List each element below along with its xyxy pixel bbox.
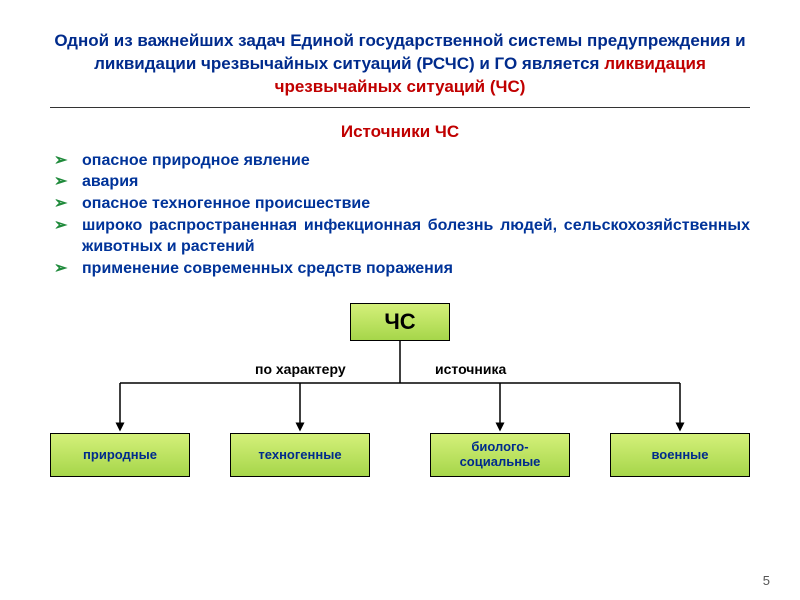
bullet-item: опасное природное явление (54, 150, 750, 172)
branch-label-right: источника (435, 361, 506, 377)
branch-label-left: по характеру (255, 361, 346, 377)
bullet-item: применение современных средств поражения (54, 258, 750, 280)
diagram-leaf: природные (50, 433, 190, 477)
diagram: ЧС по характеру источника природные техн… (50, 303, 750, 503)
bullet-list: опасное природное явление авария опасное… (50, 150, 750, 280)
bullet-item: авария (54, 171, 750, 193)
diagram-root: ЧС (350, 303, 450, 341)
subtitle: Источники ЧС (50, 122, 750, 142)
title-block: Одной из важнейших задач Единой государс… (50, 30, 750, 99)
diagram-leaf: техногенные (230, 433, 370, 477)
bullet-item: широко распространенная инфекционная бол… (54, 215, 750, 258)
page-number: 5 (763, 573, 770, 588)
bullet-item: опасное техногенное происшествие (54, 193, 750, 215)
diagram-leaf: военные (610, 433, 750, 477)
title-divider (50, 107, 750, 108)
diagram-leaf: биолого-социальные (430, 433, 570, 477)
